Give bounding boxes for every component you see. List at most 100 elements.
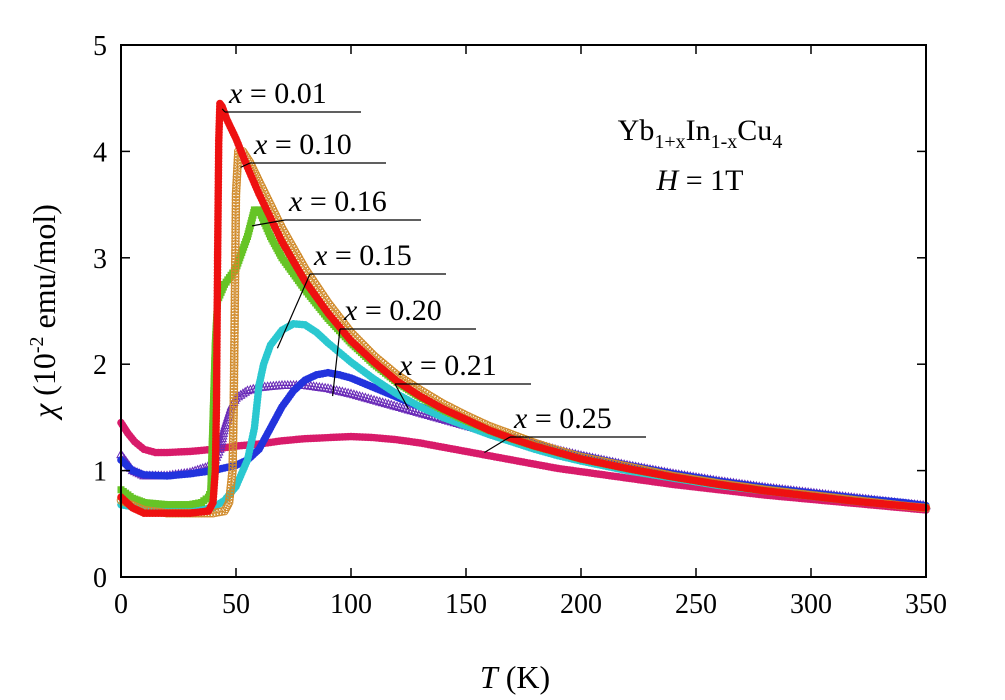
x-axis-label: T (K)	[480, 659, 550, 695]
data-point	[217, 433, 228, 443]
label-leader-line	[332, 328, 341, 397]
data-point	[233, 391, 244, 401]
data-point	[230, 304, 240, 314]
data-point	[230, 296, 240, 305]
data-point	[354, 390, 365, 400]
data-point	[231, 189, 241, 199]
data-point	[231, 195, 241, 205]
data-point	[229, 393, 239, 403]
x-tick-label: 250	[675, 589, 717, 620]
data-point	[395, 401, 405, 412]
data-point	[229, 369, 239, 379]
data-point	[415, 407, 425, 417]
data-point	[231, 239, 240, 249]
x-tick-label: 150	[445, 589, 487, 620]
data-point	[228, 425, 238, 435]
data-point	[232, 183, 241, 193]
data-point	[230, 343, 239, 352]
data-point	[230, 328, 239, 338]
data-point	[231, 222, 240, 231]
data-point	[230, 319, 239, 329]
data-point	[231, 192, 241, 202]
data-point	[230, 322, 239, 332]
data-point	[230, 301, 240, 311]
data-point	[230, 266, 240, 276]
data-point	[230, 325, 239, 335]
data-point	[231, 245, 240, 255]
data-point	[231, 219, 240, 228]
data-point	[231, 236, 240, 246]
data-point	[334, 385, 345, 395]
data-point	[231, 210, 241, 219]
data-point	[377, 397, 388, 407]
data-point	[230, 257, 240, 267]
label-leader-line	[484, 436, 511, 454]
data-point	[372, 395, 382, 405]
series-label-text: x = 0.10	[253, 128, 352, 161]
data-point	[225, 489, 235, 499]
series-label: x = 0.16	[251, 185, 421, 227]
y-tick-label: 3	[93, 244, 107, 275]
data-point	[230, 287, 240, 296]
data-point	[230, 316, 239, 326]
data-point	[232, 172, 242, 182]
data-point	[228, 440, 238, 449]
data-point	[228, 445, 238, 455]
data-point	[227, 469, 237, 478]
data-point	[374, 396, 385, 406]
data-point	[406, 405, 417, 415]
data-point	[228, 466, 237, 475]
series-annotations: x = 0.01 x = 0.10 x = 0.16 x = 0.15 x = 0.20…	[221, 77, 646, 454]
data-point	[228, 434, 238, 443]
data-point	[230, 284, 240, 293]
data-point	[235, 389, 246, 399]
data-point	[232, 166, 242, 176]
data-point	[229, 414, 238, 423]
data-point	[363, 393, 374, 403]
series-label-text: x = 0.16	[288, 185, 387, 218]
data-point	[232, 178, 241, 187]
data-point	[217, 430, 228, 440]
y-tick-label: 5	[93, 31, 107, 62]
data-point	[230, 307, 240, 317]
data-point	[230, 334, 239, 344]
label-leader-line	[276, 273, 311, 349]
data-point	[230, 299, 240, 308]
data-marks	[116, 99, 931, 518]
data-point	[229, 408, 238, 417]
data-point	[238, 388, 248, 398]
data-point	[228, 463, 237, 472]
data-point	[369, 394, 379, 404]
series-label: x = 0.10	[240, 128, 386, 168]
data-point	[229, 349, 239, 358]
data-point	[380, 398, 391, 408]
data-point	[231, 216, 241, 225]
field-label: H = 1T	[656, 164, 744, 197]
data-point	[331, 385, 342, 395]
data-point	[230, 275, 240, 284]
x-tick-label: 300	[790, 589, 832, 620]
data-point	[216, 435, 227, 445]
data-point	[229, 352, 239, 361]
data-point	[231, 225, 240, 234]
y-tick-label: 4	[93, 137, 107, 168]
data-point	[230, 272, 240, 282]
data-point	[229, 361, 239, 370]
data-point	[230, 340, 239, 349]
axis-ticks: 0 50 100 150 200 250 300 350 0 1 2 3 4 5	[93, 31, 947, 620]
data-point	[228, 454, 238, 464]
y-tick-label: 0	[93, 563, 107, 594]
data-point	[231, 198, 241, 208]
data-point	[360, 392, 371, 402]
data-point	[346, 388, 356, 398]
data-point	[230, 331, 239, 341]
plot-frame	[120, 44, 927, 578]
data-point	[230, 269, 240, 279]
label-leader-line	[251, 219, 286, 227]
data-point	[228, 460, 237, 470]
data-point	[231, 207, 241, 216]
x-tick-label: 0	[114, 589, 128, 620]
data-point	[231, 204, 241, 214]
data-point	[337, 386, 348, 396]
